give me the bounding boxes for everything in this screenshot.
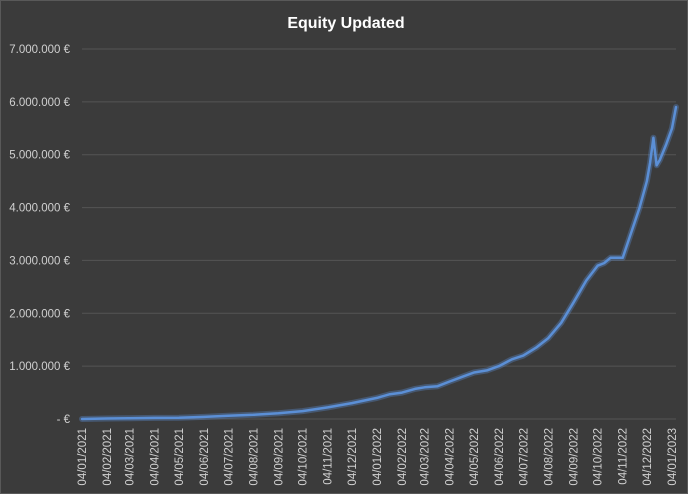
x-tick-label: 04/03/2022 xyxy=(420,428,432,486)
x-tick-label: 04/01/2023 xyxy=(667,428,679,486)
y-tick-label: - € xyxy=(57,414,71,426)
x-tick-label: 04/10/2022 xyxy=(593,428,605,486)
x-tick-label: 04/10/2021 xyxy=(298,428,310,486)
x-tick-label: 04/09/2022 xyxy=(568,428,580,486)
x-tick-label: 04/01/2021 xyxy=(77,428,89,486)
x-axis-ticks: 04/01/2021 04/02/2021 04/03/2021 04/04/2021… xyxy=(77,428,679,486)
x-tick-label: 04/07/2021 xyxy=(223,428,235,486)
x-tick-label: 04/08/2022 xyxy=(543,428,555,486)
x-tick-label: 04/03/2021 xyxy=(125,428,137,486)
y-tick-label: 6.000.000 € xyxy=(9,97,70,109)
x-tick-label: 04/06/2021 xyxy=(199,428,211,486)
y-tick-label: 3.000.000 € xyxy=(9,255,70,267)
y-tick-label: 7.000.000 € xyxy=(9,44,70,56)
equity-line-glow xyxy=(79,104,679,422)
y-tick-label: 5.000.000 € xyxy=(9,150,70,162)
equity-line xyxy=(80,105,678,421)
chart-title: Equity Updated xyxy=(287,15,404,32)
y-tick-label: 1.000.000 € xyxy=(9,361,70,373)
y-tick-label: 2.000.000 € xyxy=(9,308,70,320)
x-tick-label: 04/01/2022 xyxy=(372,428,384,486)
grid-lines xyxy=(82,48,676,420)
x-tick-label: 04/05/2021 xyxy=(174,428,186,486)
y-axis-ticks: - € 1.000.000 € 2.000.000 € 3.000.000 € 4.00… xyxy=(9,44,70,426)
x-tick-label: 04/09/2021 xyxy=(273,428,285,486)
x-tick-label: 04/11/2022 xyxy=(618,428,630,485)
x-tick-label: 04/08/2021 xyxy=(248,428,260,486)
x-tick-label: 04/02/2021 xyxy=(102,428,114,486)
x-tick-label: 04/04/2022 xyxy=(445,428,457,486)
x-tick-label: 04/12/2021 xyxy=(347,428,359,486)
y-tick-label: 4.000.000 € xyxy=(9,203,70,215)
x-tick-label: 04/04/2021 xyxy=(150,428,162,486)
x-tick-label: 04/05/2022 xyxy=(469,428,481,486)
x-tick-label: 04/06/2022 xyxy=(494,428,506,486)
x-tick-label: 04/11/2021 xyxy=(323,428,335,485)
x-tick-label: 04/07/2022 xyxy=(518,428,530,486)
x-tick-label: 04/12/2022 xyxy=(642,428,654,486)
x-tick-label: 04/02/2022 xyxy=(397,428,409,486)
